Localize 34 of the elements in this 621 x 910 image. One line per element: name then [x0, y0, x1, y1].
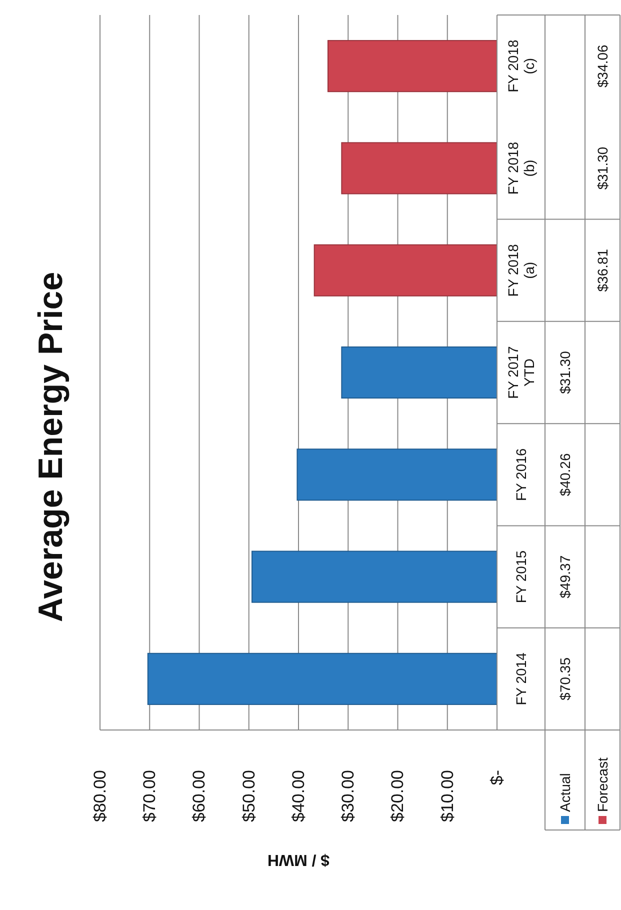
- bar: [296, 448, 498, 501]
- y-tick-label: FY 2015: [513, 550, 529, 604]
- x-tick-label: $50.00: [239, 770, 258, 822]
- y-tick-label: FY 2018 (a): [505, 244, 537, 297]
- x-tick-label: $30.00: [338, 770, 358, 822]
- bar: [252, 550, 498, 603]
- y-tick-label: FY 2014: [513, 652, 529, 706]
- x-tick-label: $10.00: [438, 770, 457, 822]
- data-label: $36.81: [594, 248, 610, 292]
- x-tick-label: $60.00: [190, 770, 209, 822]
- bar: [314, 244, 498, 296]
- y-tick-label: FY 2018 (b): [505, 142, 537, 195]
- x-tick-label: $40.00: [288, 770, 308, 822]
- text: Average Energy Price: [32, 272, 70, 622]
- x-tick-label: $20.00: [388, 770, 408, 822]
- y-tick-label: FY 2018 (c): [505, 40, 537, 92]
- bar: [341, 142, 498, 194]
- x-tick-label: $80.00: [90, 770, 110, 822]
- bar: [341, 346, 498, 399]
- text: Forecast: [594, 757, 610, 812]
- x-tick-label: $70.00: [140, 770, 160, 822]
- data-label: $49.37: [557, 555, 573, 598]
- y-tick-label: FY 2017 YTD: [505, 346, 537, 399]
- x-axis-title: $ / MWH: [267, 851, 330, 868]
- data-label: $31.30: [594, 146, 610, 190]
- bar: [147, 652, 498, 705]
- x-tick-label: $-: [487, 770, 506, 786]
- data-label: $31.30: [557, 350, 573, 394]
- text: Actual: [557, 773, 573, 812]
- data-label: $70.35: [557, 657, 573, 700]
- data-label: $40.26: [557, 453, 573, 496]
- bar: [327, 40, 498, 92]
- y-tick-label: FY 2016: [513, 448, 529, 501]
- data-label: $34.06: [594, 44, 610, 88]
